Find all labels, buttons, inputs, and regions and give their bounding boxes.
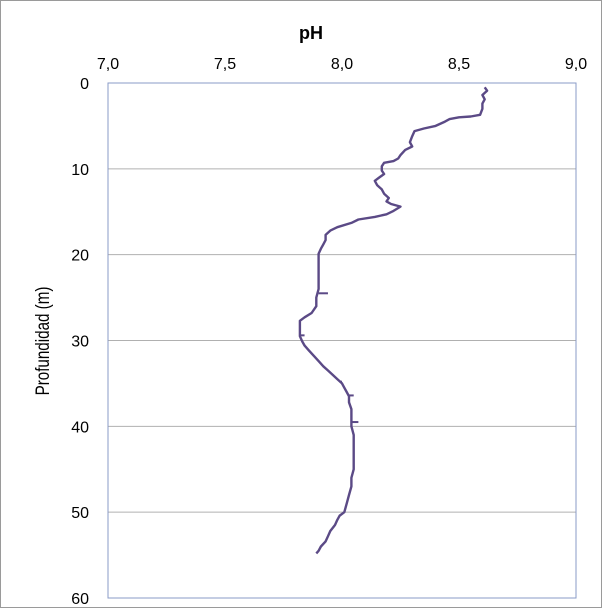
- x-axis-ticks: 7,0 7,5 8,0 8,5 9,0: [97, 56, 587, 73]
- ph-profile-line: [298, 86, 489, 555]
- series-layer: [298, 86, 489, 555]
- y-tick-label: 60: [71, 591, 89, 607]
- y-axis-label: Profundidad (m): [31, 287, 53, 396]
- y-tick-label: 20: [71, 248, 89, 265]
- x-tick-label: 7,0: [97, 56, 119, 73]
- x-tick-label: 8,5: [448, 56, 470, 73]
- y-tick-label: 0: [80, 76, 89, 93]
- plot-area: [107, 82, 577, 599]
- y-tick-label: 40: [71, 419, 89, 436]
- x-tick-label: 9,0: [565, 56, 587, 73]
- y-axis-ticks: 0 10 20 30 40 50 60: [71, 76, 89, 607]
- x-tick-label: 7,5: [214, 56, 236, 73]
- y-tick-label: 10: [71, 162, 89, 179]
- gridlines: [108, 82, 576, 599]
- y-tick-label: 30: [71, 334, 89, 351]
- chart-title: pH: [299, 23, 323, 43]
- x-tick-label: 8,0: [331, 56, 353, 73]
- y-tick-label: 50: [71, 505, 89, 522]
